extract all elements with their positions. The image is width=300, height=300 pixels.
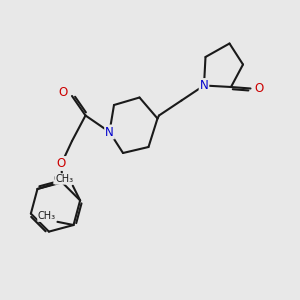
Text: O: O — [254, 82, 263, 95]
Text: N: N — [105, 125, 114, 139]
Text: N: N — [200, 79, 208, 92]
Text: CH₃: CH₃ — [38, 212, 56, 221]
Text: CH₃: CH₃ — [55, 174, 74, 184]
Text: O: O — [58, 86, 68, 100]
Text: CH₃: CH₃ — [54, 174, 72, 184]
Text: O: O — [57, 157, 66, 170]
